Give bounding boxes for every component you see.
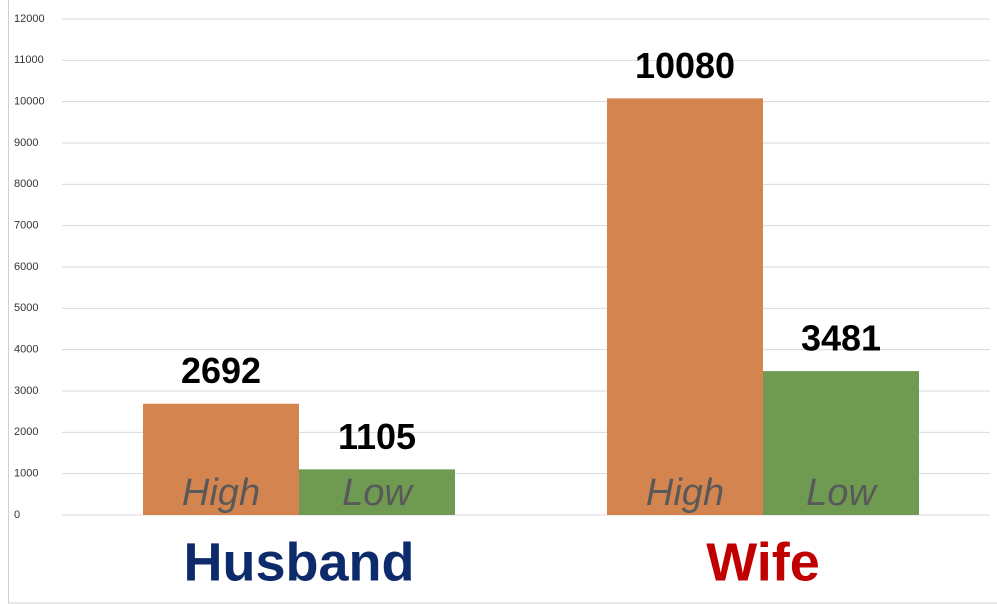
y-tick-label: 3000 (14, 385, 38, 397)
data-label: 2692 (181, 350, 261, 391)
series-label: Low (342, 472, 414, 514)
data-label: 1105 (338, 416, 416, 457)
y-tick-label: 5000 (14, 302, 38, 314)
chart-frame (8, 0, 997, 604)
y-tick-label: 4000 (14, 344, 38, 356)
x-tick-label: Wife (706, 532, 820, 592)
series-label: High (646, 472, 724, 514)
data-label: 3481 (801, 318, 881, 359)
bar (299, 469, 455, 515)
y-tick-label: 0 (14, 509, 20, 521)
bar (143, 403, 299, 515)
bar (607, 98, 763, 516)
bar (763, 371, 919, 515)
series-label: Low (806, 472, 878, 514)
series-label: High (182, 472, 260, 514)
y-tick-label: 7000 (14, 220, 38, 232)
y-tick-label: 8000 (14, 178, 38, 190)
y-tick-label: 2000 (14, 426, 38, 438)
y-tick-label: 6000 (14, 261, 38, 273)
y-tick-label: 9000 (14, 137, 38, 149)
y-tick-label: 12000 (14, 13, 45, 25)
y-tick-label: 1000 (14, 468, 38, 480)
x-tick-label: Husband (183, 532, 414, 592)
y-tick-label: 10000 (14, 96, 45, 108)
y-tick-label: 11000 (14, 54, 44, 66)
data-label: 10080 (635, 45, 735, 86)
